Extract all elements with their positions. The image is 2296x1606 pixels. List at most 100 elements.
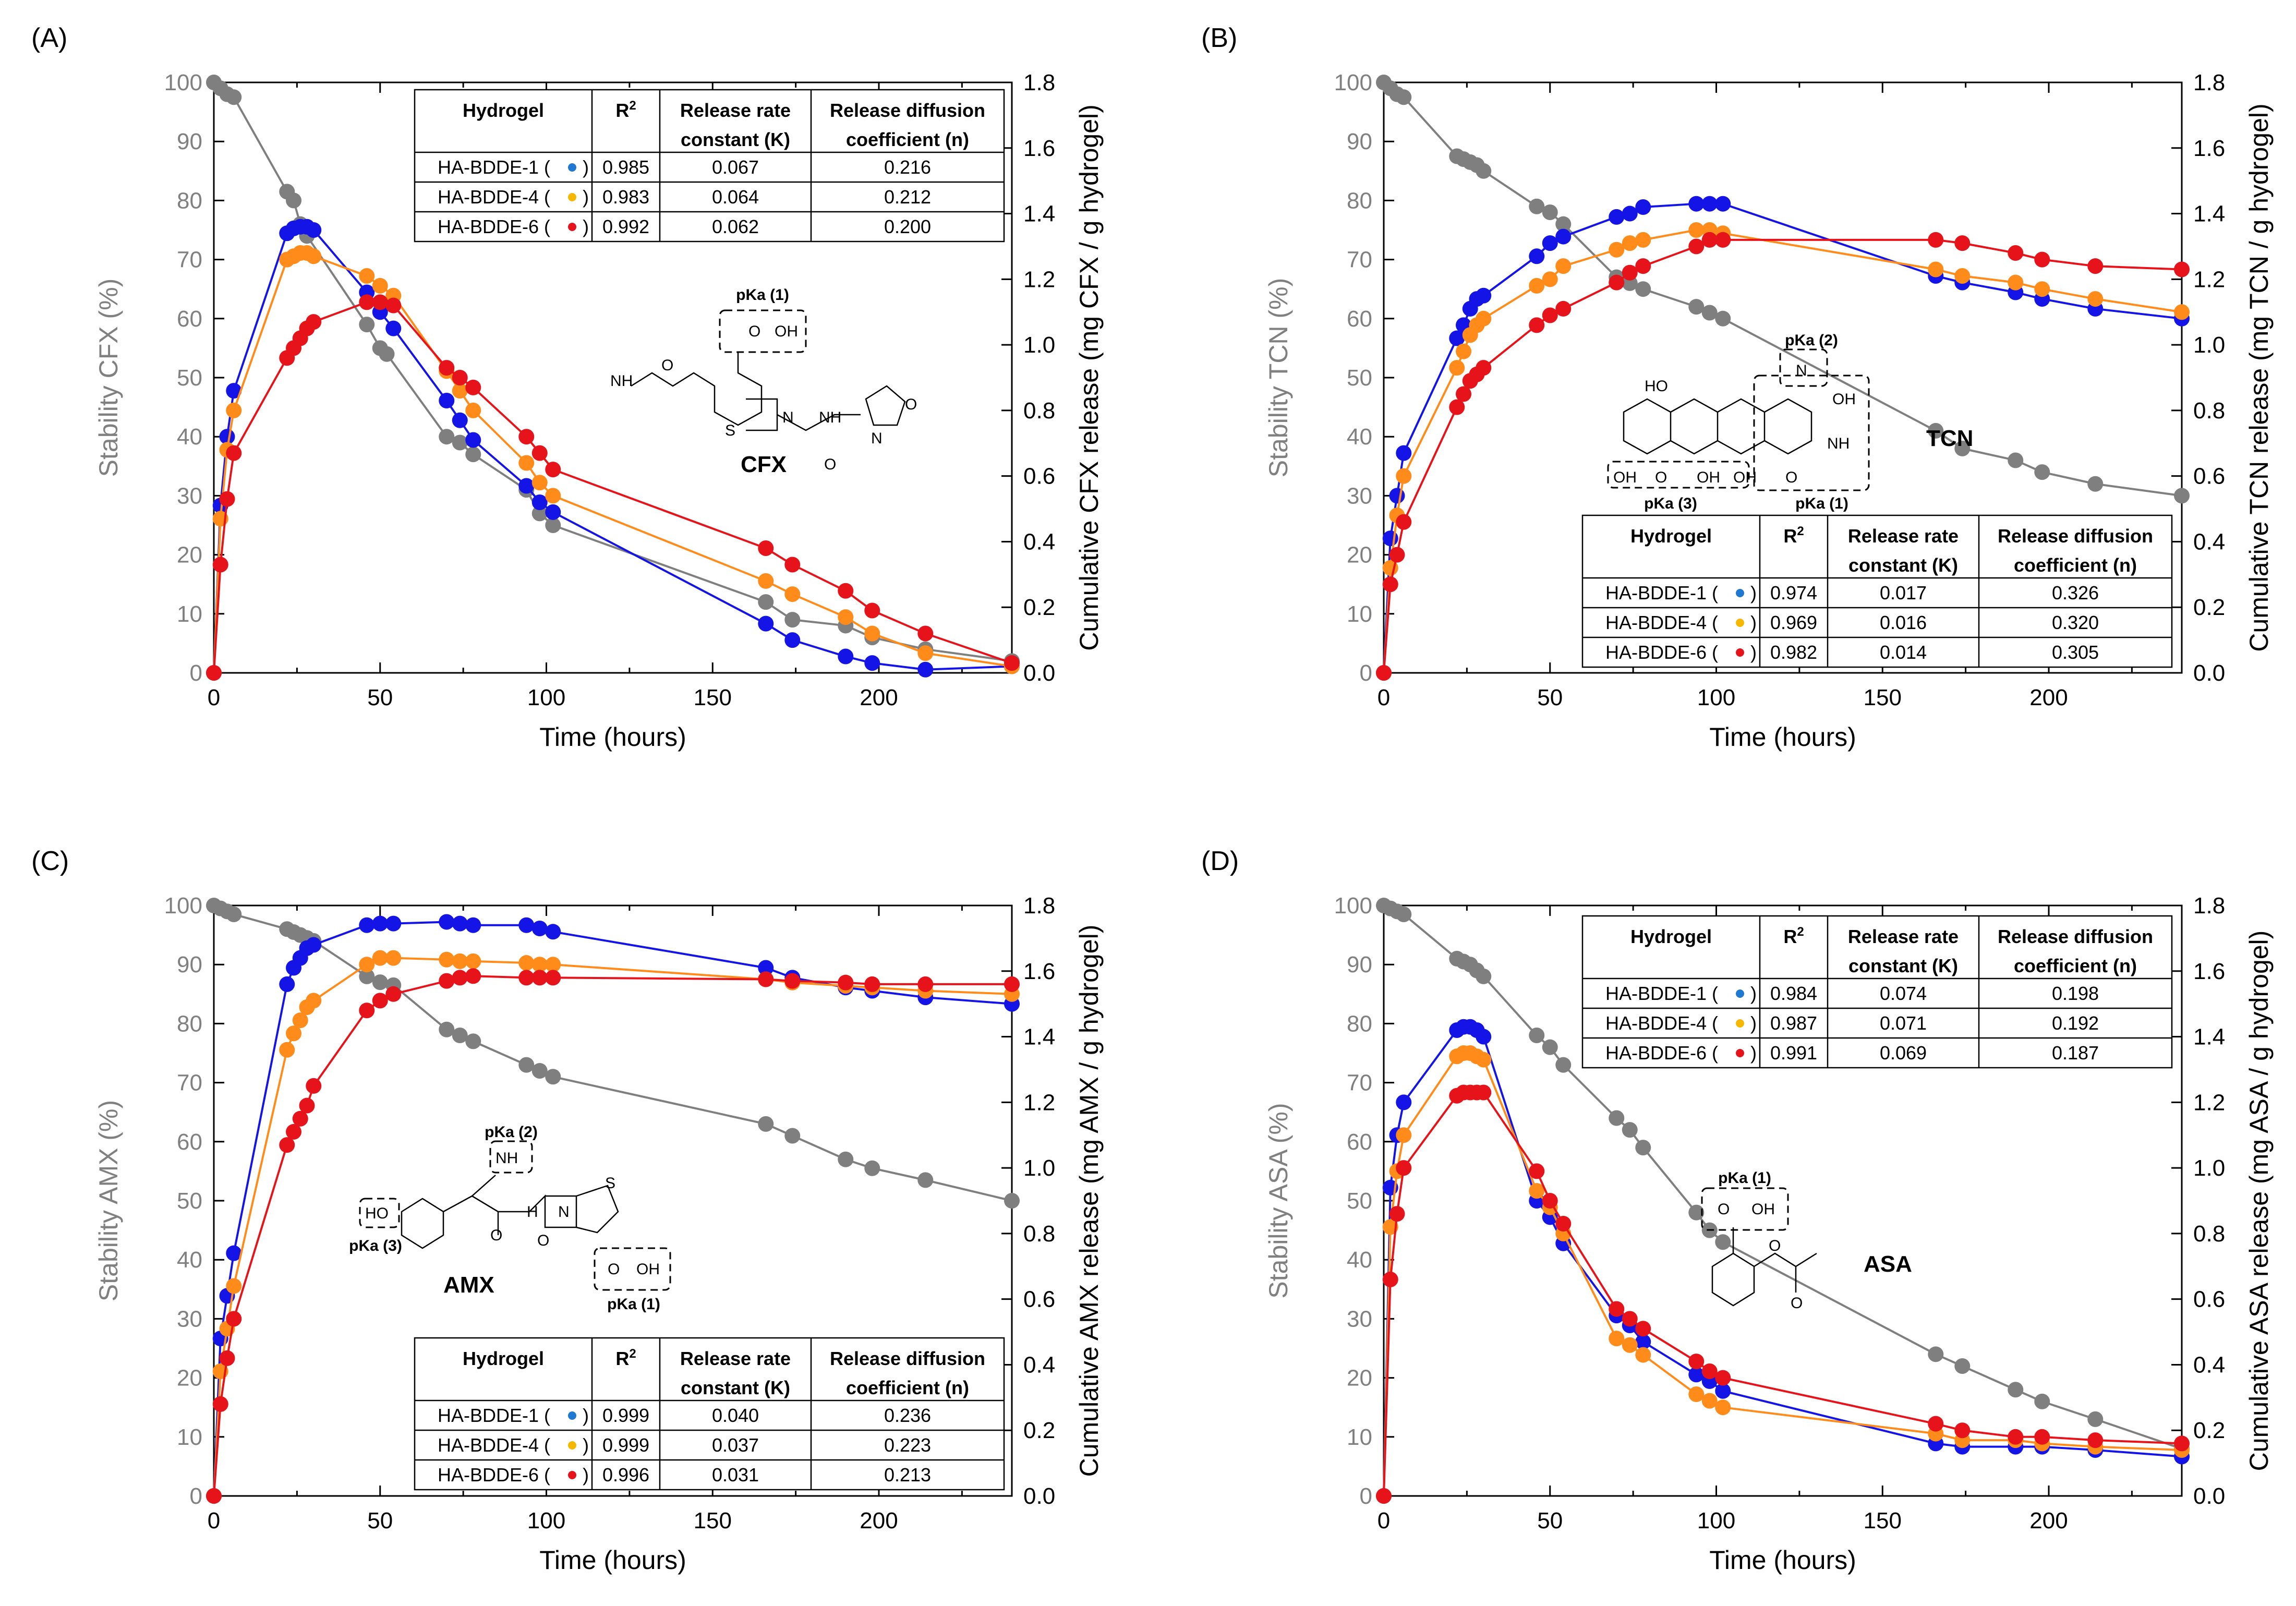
stability-point (917, 1172, 934, 1188)
chem-atom: O (490, 1227, 502, 1244)
series-point-ha-bdde-6 (372, 993, 388, 1009)
stability-point (439, 1021, 455, 1037)
pka-label: pKa (2) (1785, 332, 1838, 349)
table-cell-k: 0.064 (712, 186, 759, 208)
y-left-tick-label: 90 (177, 129, 202, 154)
table-header-cell: Hydrogel (1630, 525, 1712, 547)
y-left-tick-label: 70 (177, 1070, 202, 1096)
series-point-ha-bdde-6 (531, 970, 548, 986)
chem-atom: NH (819, 409, 841, 426)
y-right-tick-label: 0.2 (2193, 1418, 2225, 1443)
table-header-cell: constant (K) (1848, 554, 1958, 576)
y-left-tick-label: 80 (177, 188, 202, 213)
y-left-tick-label: 10 (1347, 601, 1372, 627)
stability-point (1688, 299, 1705, 315)
table-cell-paren: ) (583, 1434, 589, 1456)
y-left-tick-label: 20 (177, 1366, 202, 1391)
stability-point (518, 1057, 535, 1073)
chem-atom: O (1791, 1295, 1803, 1312)
y-left-tick-label: 20 (1347, 542, 1372, 568)
stability-point (1954, 440, 1971, 456)
series-point-ha-bdde-4 (1476, 310, 1492, 327)
table-cell-k: 0.071 (1880, 1012, 1927, 1034)
series-point-ha-bdde-1 (1635, 199, 1651, 215)
y-right-tick-label: 1.6 (2193, 136, 2225, 161)
series-point-ha-bdde-1 (531, 921, 548, 937)
series-point-ha-bdde-4 (531, 957, 548, 973)
y-left-tick-label: 20 (1347, 1366, 1372, 1391)
stability-point (1529, 1028, 1545, 1044)
series-point-ha-bdde-6 (917, 976, 934, 992)
series-point-ha-bdde-1 (385, 320, 402, 336)
table-cell-hydrogel: HA-BDDE-1 ( (438, 1405, 550, 1426)
legend-dot-icon (568, 1441, 576, 1450)
y-right-tick-label: 1.8 (2193, 70, 2225, 95)
series-point-ha-bdde-6 (1701, 1363, 1718, 1380)
chem-atom: N (871, 430, 883, 447)
panel-label: (A) (31, 23, 67, 53)
table-cell-hydrogel: HA-BDDE-1 ( (1605, 582, 1718, 603)
chem-skeleton (401, 1175, 619, 1249)
series-point-ha-bdde-6 (465, 379, 481, 395)
stability-point (2008, 452, 2024, 468)
table-cell-k: 0.074 (1880, 983, 1927, 1004)
y-left-tick-label: 70 (1347, 1070, 1372, 1096)
series-point-ha-bdde-6 (1389, 547, 1405, 563)
series-point-ha-bdde-6 (864, 602, 880, 619)
series-point-ha-bdde-6 (838, 974, 854, 991)
chem-skeleton (1623, 398, 1812, 455)
stability-point (226, 906, 242, 922)
chem-atom: O (1785, 469, 1797, 486)
series-point-ha-bdde-4 (1688, 222, 1705, 238)
series-point-ha-bdde-4 (439, 951, 455, 968)
series-point-ha-bdde-4 (452, 383, 468, 399)
pka-box (1701, 1187, 1789, 1231)
series-point-ha-bdde-4 (1954, 268, 1971, 284)
table-cell-k: 0.067 (712, 156, 759, 178)
series-point-ha-bdde-4 (1542, 271, 1558, 287)
table-cell-n: 0.236 (884, 1405, 931, 1426)
series-point-ha-bdde-4 (306, 993, 322, 1009)
table-cell-paren: ) (1750, 582, 1757, 603)
stability-point (758, 1116, 774, 1132)
series-point-ha-bdde-6 (1456, 386, 1471, 402)
y-left-tick-label: 70 (177, 247, 202, 273)
series-point-ha-bdde-6 (545, 970, 561, 986)
series-point-ha-bdde-4 (1529, 1183, 1545, 1199)
pka-label: pKa (3) (1644, 495, 1697, 512)
series-point-ha-bdde-6 (864, 976, 880, 992)
table-cell-hydrogel: HA-BDDE-1 ( (1605, 983, 1718, 1004)
series-point-ha-bdde-1 (1609, 209, 1625, 225)
stability-point (1609, 1110, 1625, 1126)
y-right-tick-label: 1.0 (1023, 1155, 1055, 1181)
series-point-ha-bdde-6 (299, 1097, 315, 1114)
series-point-ha-bdde-1 (784, 632, 801, 648)
chem-atom: O (661, 357, 673, 374)
stability-point (838, 1151, 854, 1167)
table-cell-hydrogel: HA-BDDE-4 ( (1605, 612, 1718, 633)
x-tick-label: 100 (1697, 1508, 1735, 1533)
series-point-ha-bdde-6 (452, 370, 468, 385)
panel-cfx: (A) 0 50 100 150 200 0 10 20 30 40 50 60 70 80 90 100 0.0… (31, 23, 1104, 752)
series-point-ha-bdde-6 (1449, 399, 1465, 415)
series-point-ha-bdde-4 (545, 957, 561, 973)
series-point-ha-bdde-1 (1389, 488, 1405, 504)
table-row: HA-BDDE-1 () 0.985 0.067 0.216 (438, 156, 931, 178)
stability-point (379, 346, 395, 362)
pka-box (1607, 461, 1750, 489)
y-right-tick-label: 1.0 (2193, 332, 2225, 358)
y-right-tick-label: 0.2 (1023, 1418, 1055, 1443)
table-cell-paren: ) (583, 156, 589, 178)
y-right-tick-label: 0.4 (1023, 1352, 1055, 1378)
y-right-tick-label: 1.4 (2193, 1024, 2225, 1050)
chem-atom: OH (1613, 469, 1637, 486)
table-cell-hydrogel: HA-BDDE-6 ( (438, 1464, 550, 1486)
stability-point (1688, 1204, 1705, 1221)
chem-atom: O (608, 1261, 620, 1278)
table-row: HA-BDDE-6 () 0.991 0.069 0.187 (1605, 1042, 2099, 1064)
y-left-tick-label: 50 (1347, 365, 1372, 391)
series-point-ha-bdde-1 (838, 648, 854, 665)
series-point-ha-bdde-4 (1635, 232, 1651, 248)
series-point-ha-bdde-4 (359, 268, 375, 284)
panel-asa: (D) 0 50 100 150 200 0 10 20 30 40 50 60 70 80 90 100 0.0… (1201, 846, 2274, 1575)
